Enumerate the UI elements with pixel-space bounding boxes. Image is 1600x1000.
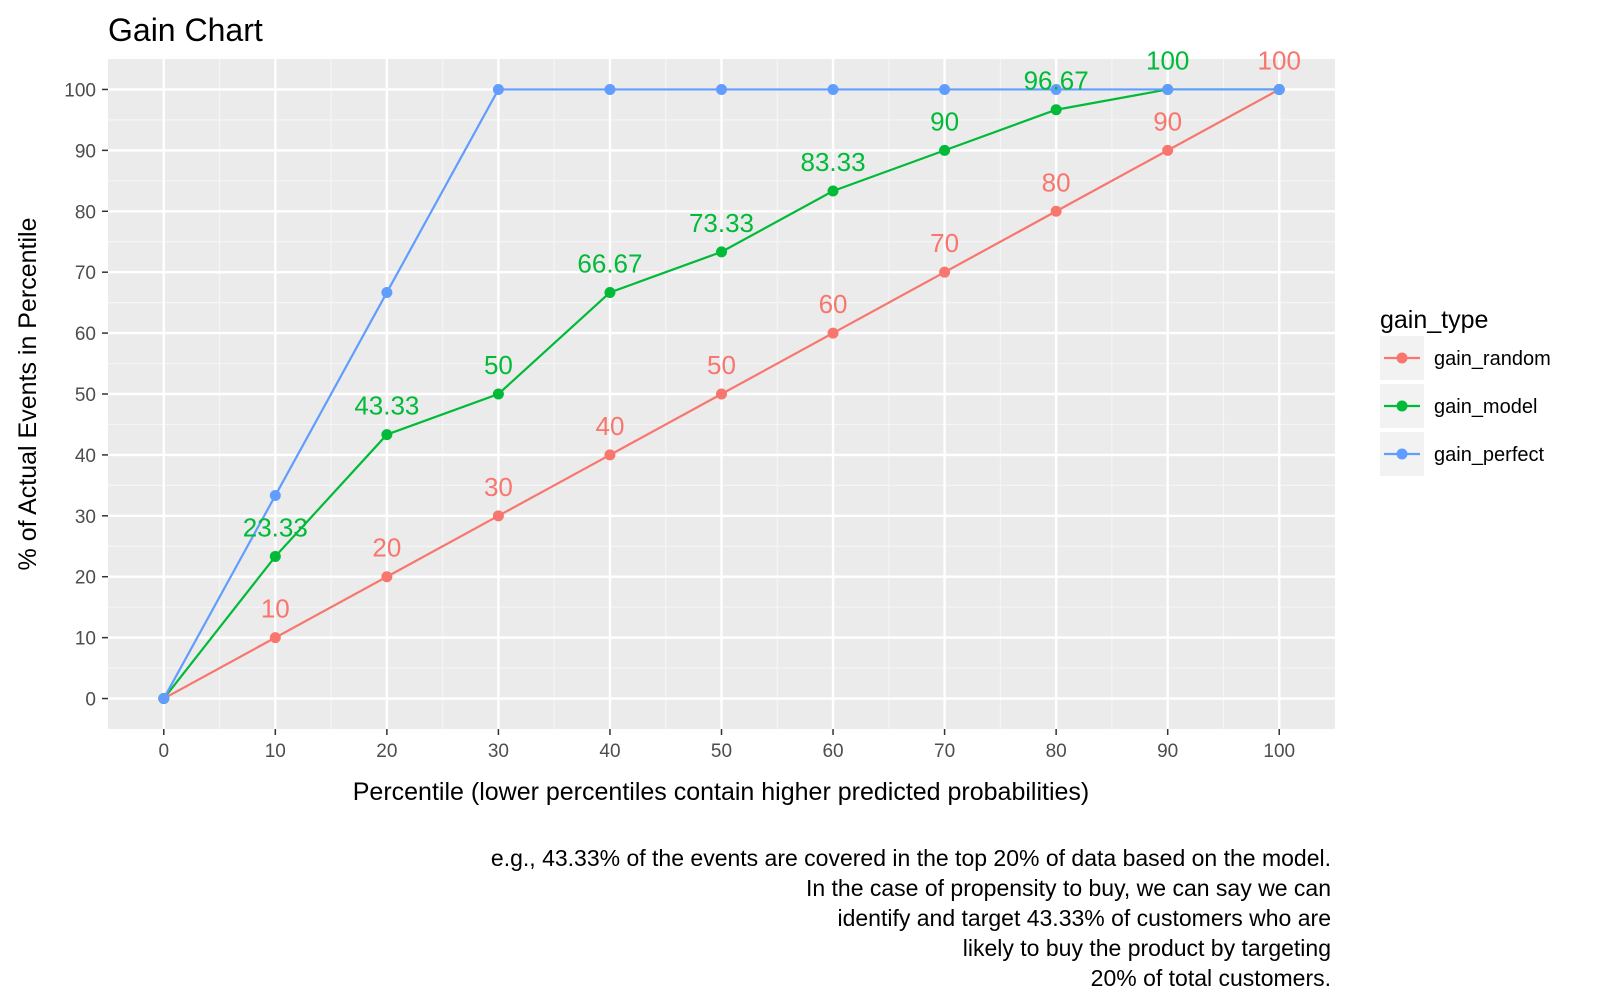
data-point-gain_model — [827, 185, 839, 197]
data-labels-layer: 10 20 30 40 50 60 70 80 90 100 23.33 43.33 50 66.67 73… — [243, 45, 1301, 623]
data-label-gain_model: 66.67 — [577, 248, 642, 278]
x-tick-label: 100 — [1263, 741, 1295, 762]
data-point-gain_perfect — [269, 490, 281, 502]
legend-label-gain_model: gain_model — [1434, 396, 1537, 418]
data-point-gain_perfect — [1273, 83, 1285, 95]
x-tick-label: 50 — [711, 741, 732, 762]
series-layer — [158, 83, 1285, 705]
x-tick-label: 70 — [934, 741, 955, 762]
data-point-gain_perfect — [716, 83, 727, 95]
data-label-gain_random: 100 — [1258, 45, 1301, 75]
data-point-gain_model — [716, 246, 727, 258]
caption-line: 20% of total customers. — [1091, 965, 1331, 991]
data-label-gain_random: 10 — [261, 594, 290, 624]
caption-line: identify and target 43.33% of customers … — [837, 905, 1331, 931]
legend: gain_type gain_random gain_model gain_perf… — [1380, 306, 1551, 476]
y-tick-label: 60 — [75, 324, 96, 345]
y-tick-label: 20 — [75, 568, 96, 589]
data-point-gain_perfect — [939, 83, 951, 95]
x-tick-label: 60 — [822, 741, 843, 762]
data-label-gain_random: 50 — [707, 350, 736, 380]
data-point-gain_model — [939, 144, 951, 156]
chart-title: Gain Chart — [108, 12, 263, 48]
y-tick-label: 80 — [75, 202, 96, 223]
data-point-gain_perfect — [381, 286, 393, 298]
y-tick-label: 90 — [75, 141, 96, 162]
data-point-gain_random — [1162, 144, 1174, 156]
data-label-gain_random: 90 — [1153, 106, 1182, 136]
y-tick-label: 0 — [85, 690, 96, 711]
data-point-gain_random — [716, 388, 727, 400]
data-point-gain_random — [939, 266, 951, 278]
y-tick-label: 40 — [75, 446, 96, 467]
y-tick-label: 10 — [75, 629, 96, 650]
legend-point-gain_model — [1396, 400, 1408, 412]
data-point-gain_random — [827, 327, 839, 339]
y-tick-label: 50 — [75, 385, 96, 406]
data-label-gain_random: 20 — [372, 533, 401, 563]
data-point-gain_model — [604, 286, 616, 298]
data-label-gain_random: 80 — [1042, 167, 1071, 197]
x-tick-label: 20 — [376, 741, 397, 762]
x-tick-label: 40 — [599, 741, 620, 762]
caption-line: e.g., 43.33% of the events are covered i… — [491, 845, 1331, 871]
x-tick-label: 90 — [1157, 741, 1178, 762]
y-axis: 0 10 20 30 40 50 60 70 80 90 100 — [64, 80, 108, 711]
legend-label-gain_random: gain_random — [1434, 348, 1551, 370]
data-point-gain_perfect — [158, 693, 170, 705]
data-label-gain_model: 83.33 — [801, 147, 866, 177]
data-point-gain_model — [269, 550, 281, 562]
data-label-gain_random: 30 — [484, 472, 513, 502]
data-label-gain_model: 90 — [930, 106, 959, 136]
caption: e.g., 43.33% of the events are covered i… — [491, 845, 1331, 991]
data-label-gain_model: 50 — [484, 350, 513, 380]
data-point-gain_model — [1050, 104, 1062, 116]
x-tick-label: 30 — [488, 741, 509, 762]
data-label-gain_model: 23.33 — [243, 512, 308, 542]
data-point-gain_random — [381, 571, 393, 583]
data-point-gain_model — [381, 429, 393, 441]
data-point-gain_perfect — [604, 83, 616, 95]
legend-label-gain_perfect: gain_perfect — [1434, 444, 1545, 466]
data-point-gain_perfect — [492, 83, 504, 95]
y-tick-label: 30 — [75, 507, 96, 528]
x-tick-label: 0 — [158, 741, 169, 762]
y-tick-label: 70 — [75, 263, 96, 284]
data-label-gain_model: 100 — [1146, 45, 1189, 75]
data-label-gain_model: 96.67 — [1024, 66, 1089, 96]
data-point-gain_random — [492, 510, 504, 522]
data-label-gain_model: 73.33 — [689, 208, 754, 238]
data-point-gain_perfect — [1050, 83, 1062, 95]
data-label-gain_model: 43.33 — [354, 391, 419, 421]
data-label-gain_random: 60 — [819, 289, 848, 319]
data-point-gain_random — [1050, 205, 1062, 217]
data-point-gain_random — [269, 632, 281, 644]
data-point-gain_model — [492, 388, 504, 400]
y-tick-label: 100 — [64, 80, 96, 101]
data-label-gain_random: 40 — [595, 411, 624, 441]
data-point-gain_random — [604, 449, 616, 461]
x-tick-label: 10 — [265, 741, 286, 762]
caption-line: likely to buy the product by targeting — [963, 935, 1331, 961]
y-axis-title: % of Actual Events in Percentile — [14, 218, 42, 571]
data-label-gain_random: 70 — [930, 228, 959, 258]
legend-point-gain_random — [1396, 352, 1408, 364]
data-point-gain_perfect — [827, 83, 839, 95]
legend-point-gain_perfect — [1396, 448, 1408, 460]
legend-title: gain_type — [1380, 306, 1488, 334]
x-axis-title: Percentile (lower percentiles contain hi… — [353, 778, 1090, 806]
x-axis: 0 10 20 30 40 50 60 70 80 90 100 — [158, 729, 1295, 762]
data-point-gain_perfect — [1162, 83, 1174, 95]
caption-line: In the case of propensity to buy, we can… — [806, 875, 1331, 901]
x-tick-label: 80 — [1046, 741, 1067, 762]
